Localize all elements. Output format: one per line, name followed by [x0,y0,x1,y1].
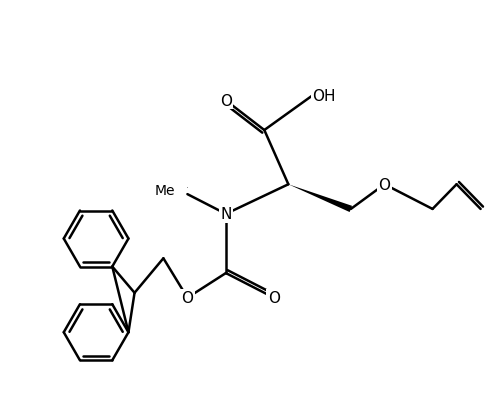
Text: O: O [379,178,391,192]
Text: Me: Me [155,184,176,198]
Text: O: O [182,290,194,306]
Text: O: O [220,94,232,109]
Text: M: M [187,187,188,188]
Text: O: O [268,290,280,306]
Polygon shape [289,185,352,213]
Text: OH: OH [312,89,336,104]
Text: N: N [220,207,232,222]
